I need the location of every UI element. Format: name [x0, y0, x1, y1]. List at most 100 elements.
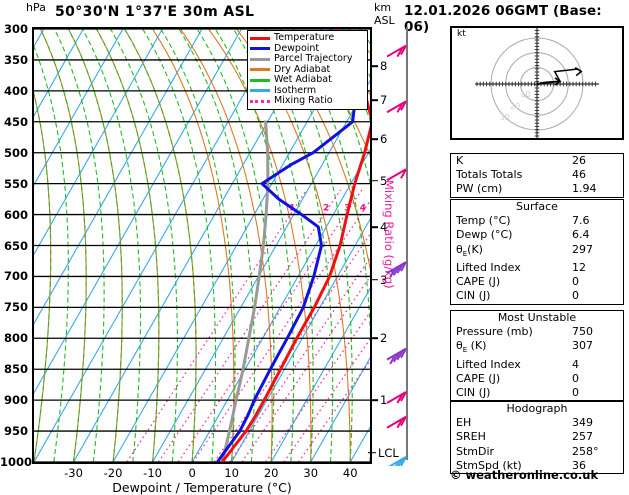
legend-item-temperature: Temperature [250, 33, 364, 44]
hodo-2-label: StmDir [456, 444, 495, 458]
table-row: Lifted Index 12 [451, 261, 623, 275]
surface-0-label: Temp (°C) [456, 214, 511, 228]
wind-barb [386, 44, 407, 58]
legend-swatch [250, 36, 270, 40]
table-row: PW (cm) 1.94 [451, 182, 623, 196]
lcl-tick-mark [368, 451, 376, 454]
km-tick-2: 2 [380, 331, 388, 346]
km-tick-mark-1 [372, 399, 378, 401]
pressure-tick-850: 850 [3, 362, 28, 377]
table-row: CAPE (J) 0 [451, 275, 623, 289]
wind-barb [386, 415, 407, 429]
surface-table-title: Surface [516, 200, 558, 213]
km-tick-5: 5 [380, 173, 388, 188]
km-tick-mark-3 [372, 278, 378, 281]
surface-4-label: CAPE (J) [456, 275, 501, 289]
mu-1-value: 307 [572, 339, 593, 353]
surface-parcel-table: Surface Temp (°C) 7.6 Dewp (°C) 6.4 θE(K) 297 L… [450, 199, 624, 305]
table-row: Dewp (°C) 6.4 [451, 228, 623, 242]
hodo-1-label: SREH [456, 430, 486, 444]
legend-label: Temperature [274, 32, 335, 44]
svg-text:2: 2 [323, 203, 329, 213]
surface-2-label: θE(K) [456, 242, 483, 258]
km-tick-mark-8 [372, 65, 378, 67]
hodo-0-value: 349 [572, 416, 593, 430]
hodograph-stats-table: Hodograph EH 349 SREH 257 StmDir 258° StmSpd (k… [450, 401, 624, 475]
height-unit-asl-label: ASL [374, 14, 395, 27]
pressure-tick-800: 800 [3, 331, 28, 346]
table-row: Pressure (mb) 750 [451, 325, 623, 339]
mu-4-label: CIN (J) [456, 386, 491, 400]
svg-text:20: 20 [510, 101, 520, 110]
table-row: EH 349 [451, 416, 623, 430]
height-unit-km-label: km [374, 1, 392, 14]
km-tick-mark-4 [372, 226, 378, 228]
km-tick-mark-5 [372, 179, 378, 182]
copyright-notice: © weatheronline.co.uk [450, 468, 599, 482]
stability-indices-table: K 26 Totals Totals 46 PW (cm) 1.94 [450, 153, 624, 198]
temp-tick--20: -20 [103, 466, 123, 480]
hodo-3-label: StmSpd (kt) [456, 458, 522, 472]
table-row: CIN (J) 0 [451, 386, 623, 400]
pressure-unit-label: hPa [26, 1, 46, 14]
table-row: Temp (°C) 7.6 [451, 214, 623, 228]
legend-label: Parcel Trajectory [274, 53, 353, 65]
hodo-2-value: 258° [572, 444, 599, 458]
hodograph-panel[interactable]: kt 10 20 30 [450, 23, 624, 143]
mu-1-label: θE (K) [456, 339, 487, 355]
wind-barb-layer [386, 44, 407, 466]
pressure-tick-900: 900 [3, 393, 28, 408]
km-tick-mark-6 [372, 138, 378, 140]
legend-swatch [250, 89, 270, 93]
legend-item-dry-adiabat: Dry Adiabat [250, 64, 364, 76]
wind-barb [388, 456, 407, 466]
index-1-label: Totals Totals [456, 168, 523, 182]
legend-swatch [250, 99, 270, 103]
km-tick-4: 4 [380, 219, 388, 234]
pressure-tick-450: 450 [3, 114, 28, 129]
pressure-tick-950: 950 [3, 424, 28, 439]
svg-text:10: 10 [520, 90, 530, 99]
surface-1-value: 6.4 [572, 228, 590, 242]
legend-label: Dewpoint [274, 42, 320, 54]
forecast-datetime: 12.01.2026 06GMT (Base: 06) [404, 3, 602, 35]
table-row: θE(K) 297 [451, 243, 623, 261]
km-tick-6: 6 [380, 132, 388, 147]
surface-4-value: 0 [572, 275, 579, 289]
pressure-tick-750: 750 [3, 300, 28, 315]
table-row: SREH 257 [451, 430, 623, 444]
mu-3-label: CAPE (J) [456, 372, 501, 385]
table-row: CAPE (J) 0 [451, 372, 623, 386]
mu-2-label: Lifted Index [456, 357, 521, 371]
svg-text:30: 30 [500, 113, 510, 122]
km-tick-3: 3 [380, 272, 388, 287]
km-tick-1: 1 [380, 393, 388, 408]
legend-swatch [250, 47, 270, 51]
wind-barb [386, 347, 407, 365]
pressure-tick-1000: 1000 [0, 455, 33, 469]
index-1-value: 46 [572, 168, 586, 182]
temp-tick--30: -30 [64, 466, 83, 480]
pressure-tick-600: 600 [3, 207, 28, 222]
legend-swatch [250, 68, 270, 72]
most-unstable-table-title: Most Unstable [497, 311, 577, 324]
wind-barb-staff [406, 27, 408, 460]
legend-box: Temperature Dewpoint Parcel Trajectory Dry … [247, 30, 368, 110]
surface-3-label: Lifted Index [456, 261, 521, 274]
pressure-tick-400: 400 [3, 83, 28, 98]
surface-5-value: 0 [572, 289, 579, 303]
km-tick-mark-7 [372, 99, 378, 101]
surface-3-value: 12 [572, 261, 586, 274]
pressure-tick-350: 350 [3, 52, 28, 67]
pressure-tick-650: 650 [3, 238, 28, 253]
legend-label: Wet Adiabat [274, 74, 332, 86]
pressure-tick-550: 550 [3, 176, 28, 191]
x-axis-label: Dewpoint / Temperature (°C) [112, 480, 292, 495]
wind-barb [386, 391, 407, 404]
index-0-label: K [456, 154, 464, 167]
legend-item-isotherm: Isotherm [250, 85, 364, 97]
legend-label: Mixing Ratio [274, 95, 333, 107]
km-tick-8: 8 [380, 59, 388, 74]
temp-tick-20: 20 [263, 466, 279, 480]
temp-tick-40: 40 [342, 466, 358, 480]
